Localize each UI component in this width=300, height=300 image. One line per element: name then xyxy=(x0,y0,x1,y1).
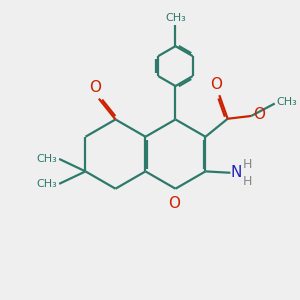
Text: O: O xyxy=(253,107,265,122)
Text: O: O xyxy=(89,80,101,95)
Text: O: O xyxy=(211,77,223,92)
Text: H: H xyxy=(242,158,252,171)
Text: CH₃: CH₃ xyxy=(37,179,57,189)
Text: N: N xyxy=(230,165,242,180)
Text: CH₃: CH₃ xyxy=(277,97,297,107)
Text: O: O xyxy=(168,196,180,211)
Text: CH₃: CH₃ xyxy=(37,154,57,164)
Text: H: H xyxy=(242,175,252,188)
Text: CH₃: CH₃ xyxy=(165,13,186,22)
